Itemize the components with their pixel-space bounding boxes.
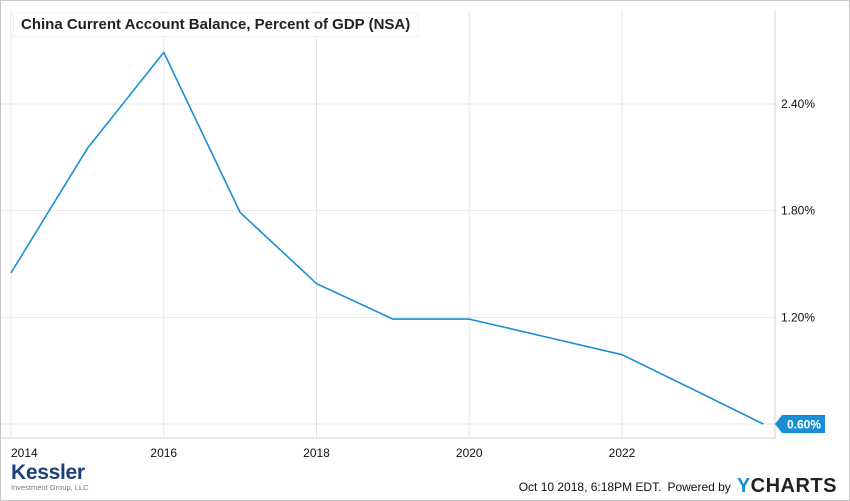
ycharts-logo-y: Y [736, 475, 751, 497]
x-tick-label: 2020 [456, 446, 483, 460]
x-tick-label: 2014 [11, 446, 38, 460]
series-layer [10, 51, 764, 425]
last-value-tag [775, 415, 825, 433]
y-tick-label: 1.80% [781, 204, 815, 218]
x-tick-label: 2018 [303, 446, 330, 460]
footer-timestamp: Oct 10 2018, 6:18PM EDT. [518, 479, 662, 494]
series-line [10, 51, 764, 425]
ycharts-logo-text: CHARTS [750, 475, 837, 497]
last-value-label: 0.60% [787, 418, 821, 432]
brand-name: Kessler [11, 461, 85, 484]
ycharts-logo[interactable]: YCHARTS [737, 475, 837, 498]
footer-powered-by: Powered by [667, 479, 731, 494]
y-tick-label: 2.40% [781, 97, 815, 111]
x-tick-label: 2022 [609, 446, 636, 460]
brand-subtitle: Investment Group, LLC [11, 483, 89, 492]
grid-layer [1, 11, 775, 438]
y-tick-label: 1.20% [781, 310, 815, 324]
x-tick-label: 2016 [150, 446, 177, 460]
footer: Oct 10 2018, 6:18PM EDT. Powered by YCHA… [519, 475, 837, 498]
brand-logo: Kessler Investment Group, LLC [11, 461, 89, 492]
label-layer: 0.60% [775, 415, 825, 433]
chart-title: China Current Account Balance, Percent o… [13, 12, 420, 37]
